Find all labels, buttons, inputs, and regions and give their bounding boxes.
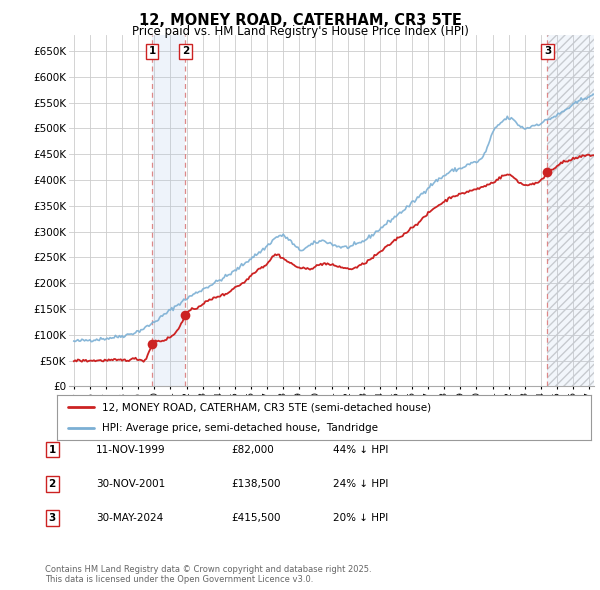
Text: 12, MONEY ROAD, CATERHAM, CR3 5TE (semi-detached house): 12, MONEY ROAD, CATERHAM, CR3 5TE (semi-… (103, 402, 431, 412)
Text: 2: 2 (49, 479, 56, 489)
Bar (152, 35, 185, 386)
Text: £138,500: £138,500 (231, 479, 281, 489)
Text: 1: 1 (49, 445, 56, 454)
Text: 30-NOV-2001: 30-NOV-2001 (96, 479, 165, 489)
Text: Price paid vs. HM Land Registry's House Price Index (HPI): Price paid vs. HM Land Registry's House … (131, 25, 469, 38)
Text: 24% ↓ HPI: 24% ↓ HPI (333, 479, 388, 489)
Text: 3: 3 (49, 513, 56, 523)
Bar (547, 35, 594, 386)
Text: £82,000: £82,000 (231, 445, 274, 454)
Text: 44% ↓ HPI: 44% ↓ HPI (333, 445, 388, 454)
Text: 2: 2 (182, 46, 189, 56)
Text: £415,500: £415,500 (231, 513, 281, 523)
Bar (547, 35, 594, 386)
Text: 20% ↓ HPI: 20% ↓ HPI (333, 513, 388, 523)
Text: 3: 3 (544, 46, 551, 56)
Text: 1: 1 (149, 46, 156, 56)
Text: HPI: Average price, semi-detached house,  Tandridge: HPI: Average price, semi-detached house,… (103, 422, 379, 432)
Text: 30-MAY-2024: 30-MAY-2024 (96, 513, 163, 523)
Text: 11-NOV-1999: 11-NOV-1999 (96, 445, 166, 454)
Text: 12, MONEY ROAD, CATERHAM, CR3 5TE: 12, MONEY ROAD, CATERHAM, CR3 5TE (139, 13, 461, 28)
Text: Contains HM Land Registry data © Crown copyright and database right 2025.
This d: Contains HM Land Registry data © Crown c… (45, 565, 371, 584)
